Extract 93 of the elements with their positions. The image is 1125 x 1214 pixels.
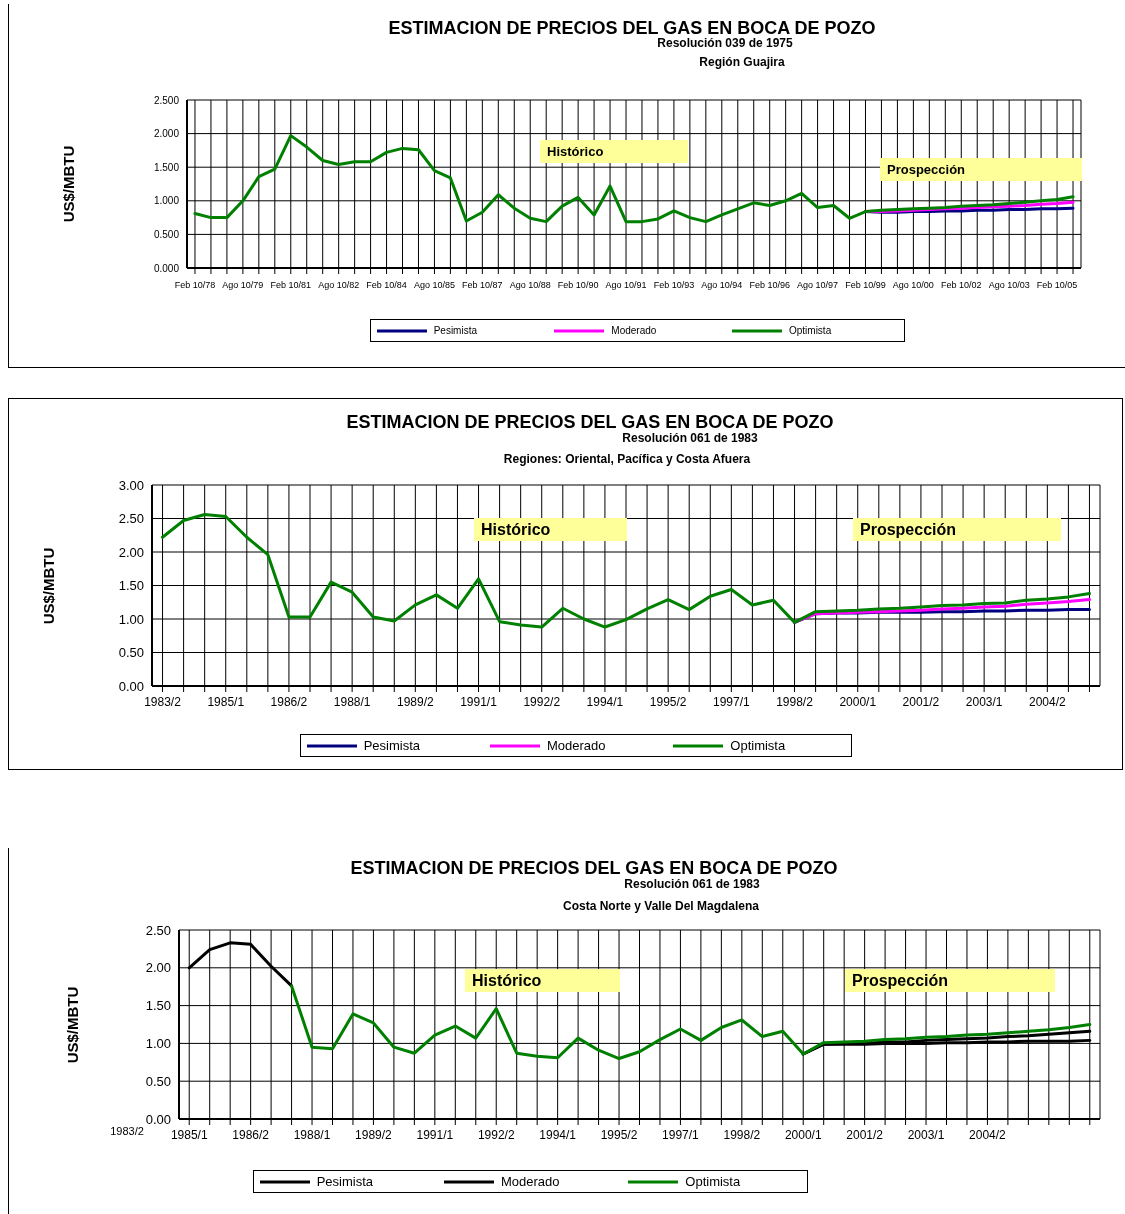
y-tick-label: 0.500 [153, 228, 180, 240]
x-tick-label: 1998/2 [723, 1128, 761, 1142]
y-tick-label: 1.500 [153, 161, 180, 173]
y-tick-label: 1.50 [118, 578, 144, 594]
legend-label: Optimista [788, 325, 832, 336]
chart-title: ESTIMACION DE PRECIOS DEL GAS EN BOCA DE POZO [388, 18, 876, 38]
x-tick-label: 1985/1 [207, 695, 245, 709]
y-tick-label: 1.00 [118, 611, 144, 627]
legend-label: Moderado [611, 325, 657, 336]
x-tick-label: Ago 10/91 [605, 280, 647, 290]
x-tick-label: 1991/1 [416, 1128, 454, 1142]
x-tick-label: 2001/2 [846, 1128, 884, 1142]
x-tick-label: Ago 10/79 [222, 280, 264, 290]
y-tick-label: 0.000 [153, 262, 180, 274]
x-tick-label: Feb 10/87 [462, 280, 503, 290]
x-tick-label: Feb 10/84 [366, 280, 407, 290]
x-tick-label: Ago 10/97 [797, 280, 839, 290]
note-box: Prospección [845, 969, 1055, 992]
x-tick-label: 1986/2 [232, 1128, 270, 1142]
x-tick-label: Ago 10/88 [509, 280, 551, 290]
y-tick-label: 0.50 [118, 645, 144, 661]
x-tick-label: Ago 10/82 [318, 280, 360, 290]
x-tick-label: 1994/1 [586, 695, 624, 709]
y-tick-label: 1.00 [145, 1036, 171, 1052]
x-tick-label: 1983/2 [144, 695, 182, 709]
chart-subtitle: Resolución 061 de 1983 Costa Norte y Valle Del Magdalena [562, 877, 760, 913]
x-tick-label: Feb 10/96 [749, 280, 790, 290]
y-tick-label: 2.000 [153, 128, 180, 140]
x-tick-label: Ago 10/94 [701, 280, 743, 290]
x-tick-label: 1989/2 [396, 695, 435, 709]
x-tick-label: 1995/2 [649, 695, 687, 709]
y-tick-label: 2.00 [145, 960, 171, 976]
x-tick-label: 1992/2 [523, 695, 561, 709]
x-tick-label: Feb 10/90 [557, 280, 599, 290]
x-tick-label: Feb 10/81 [270, 280, 312, 290]
y-tick-label: 0.00 [118, 678, 144, 694]
x-tick-label: 1986/2 [270, 695, 308, 709]
x-tick-label: 1988/1 [333, 695, 371, 709]
legend-label: Moderado [546, 738, 606, 753]
x-tick-label: 2000/1 [839, 695, 877, 709]
note-box: Histórico [465, 969, 620, 992]
y-tick-label: 3.00 [118, 477, 144, 493]
legend-label: Optimista [730, 738, 786, 753]
legend-label: Optimista [685, 1174, 741, 1189]
x-tick-label: 2003/1 [907, 1128, 945, 1142]
legend-label: Moderado [500, 1174, 560, 1189]
legend-label: Pesimista [316, 1174, 374, 1189]
x-tick-label: Feb 10/93 [653, 280, 695, 290]
x-tick-label: 1995/2 [600, 1128, 638, 1142]
x-tick-label: 2001/2 [902, 695, 940, 709]
y-tick-label: 2.50 [145, 922, 171, 938]
line-series [193, 134, 1075, 224]
note-box: Histórico [474, 518, 627, 541]
chart-subtitle: Resolución 039 de 1975 Región Guajira [657, 36, 793, 69]
x-tick-label: Feb 10/78 [174, 280, 216, 290]
y-axis-title: US$/MBTU [63, 986, 81, 1063]
note-box: Histórico [540, 140, 688, 163]
x-tick-label: Feb 10/99 [845, 280, 886, 290]
x-tick-label: 1997/1 [712, 695, 751, 709]
chart-subtitle: Resolución 061 de 1983 Regiones: Oriental, Pacífica y Costa Afuera [503, 431, 758, 466]
y-tick-label: 2.00 [118, 544, 144, 560]
line-series [161, 512, 1091, 629]
y-axis-title: US$/MBTU [59, 145, 77, 223]
x-tick-label: Feb 10/02 [941, 280, 982, 290]
x-tick-label: 1988/1 [293, 1128, 331, 1142]
x-tick-label: Ago 10/00 [892, 280, 934, 290]
x-tick-label: 2003/1 [965, 695, 1003, 709]
x-tick-label: 1985/1 [170, 1128, 208, 1142]
y-tick-label: 0.00 [145, 1111, 171, 1127]
y-axis-title: US$/MBTU [39, 547, 57, 624]
x-tick-label: Ago 10/03 [988, 280, 1030, 290]
x-tick-label: 1992/2 [477, 1128, 515, 1142]
y-tick-label: 0.50 [145, 1073, 171, 1089]
note-box: Prospección [853, 518, 1061, 541]
note-box: Prospección [880, 158, 1082, 181]
x-tick-label: 1991/1 [460, 695, 498, 709]
chart-title: ESTIMACION DE PRECIOS DEL GAS EN BOCA DE POZO [350, 858, 838, 879]
x-tick-label: 2000/1 [784, 1128, 822, 1142]
x-tick-label: 1989/2 [355, 1128, 393, 1142]
legend-label: Pesimista [433, 325, 478, 336]
x-tick-label: 1997/1 [662, 1128, 700, 1142]
y-tick-label: 2.500 [153, 94, 180, 106]
y-tick-label: 1.000 [153, 195, 180, 207]
y-tick-label: 2.50 [118, 511, 144, 527]
x-tick-label: 1998/2 [776, 695, 814, 709]
legend-label: Pesimista [363, 738, 421, 753]
x-tick-label: Ago 10/85 [413, 280, 455, 290]
y-tick-label: 1.50 [145, 998, 171, 1014]
x-tick-label: 2004/2 [969, 1128, 1007, 1142]
chart-title: ESTIMACION DE PRECIOS DEL GAS EN BOCA DE POZO [346, 412, 834, 433]
x-tick-label: 1994/1 [539, 1128, 577, 1142]
x-tick-label: Feb 10/05 [1036, 280, 1078, 290]
x-tick-label: 2004/2 [1028, 695, 1067, 709]
